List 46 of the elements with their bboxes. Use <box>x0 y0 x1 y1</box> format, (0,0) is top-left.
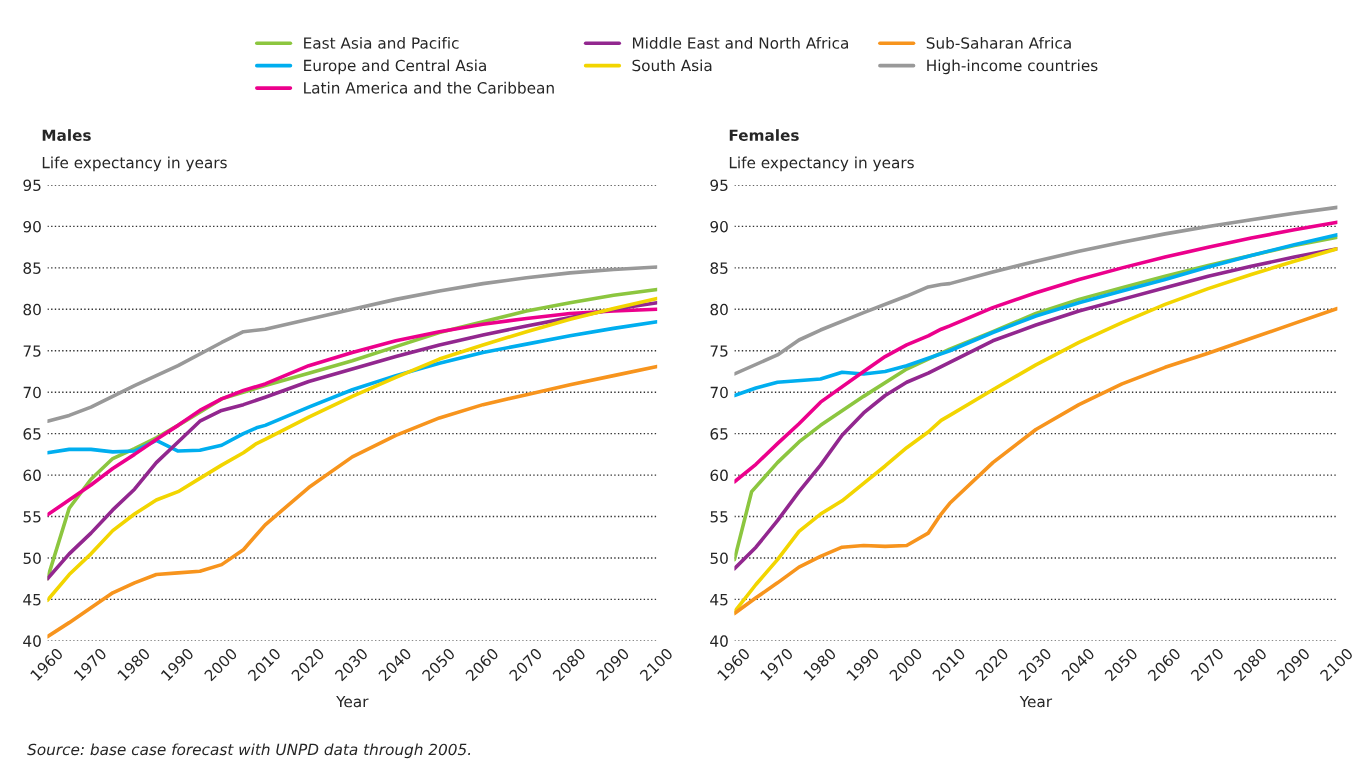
y-tick-label: 65 <box>710 428 728 440</box>
y-tick-label: 95 <box>23 179 41 192</box>
line-series <box>47 364 658 639</box>
y-tick-label: 80 <box>23 303 41 316</box>
line-series <box>734 220 1338 484</box>
legend-label: East Asia and Pacific <box>304 36 459 49</box>
line-series <box>47 319 658 455</box>
y-axis-title: Life expectancy in years <box>42 156 227 172</box>
chart-title: Females <box>729 129 799 141</box>
legend-label: Europe and Central Asia <box>304 59 486 75</box>
chart-title: Males <box>42 129 91 141</box>
y-tick-label: 85 <box>710 262 728 274</box>
y-tick-label: 55 <box>710 511 728 523</box>
y-tick-label: 50 <box>710 552 728 565</box>
y-tick-label: 85 <box>23 262 41 274</box>
line-series <box>734 205 1338 376</box>
y-tick-label: 90 <box>710 220 728 233</box>
y-tick-label: 50 <box>23 552 41 565</box>
legend-label: Sub-Saharan Africa <box>926 36 1071 49</box>
line-series <box>47 265 658 424</box>
line-series <box>47 307 658 517</box>
y-tick-label: 75 <box>710 345 728 357</box>
legend-label: South Asia <box>632 59 712 72</box>
legend-label: High-income countries <box>927 59 1098 75</box>
y-tick-label: 75 <box>23 345 41 357</box>
x-axis-title: Year <box>1019 695 1053 708</box>
line-series <box>734 232 1338 398</box>
y-axis-title: Life expectancy in years <box>729 156 914 172</box>
y-tick-label: 95 <box>710 179 728 192</box>
y-tick-label: 80 <box>710 303 728 316</box>
y-tick-label: 70 <box>710 386 728 399</box>
y-tick-label: 70 <box>23 386 41 399</box>
y-tick-label: 60 <box>23 469 41 482</box>
source-note: Source: base case forecast with UNPD data through 2005. <box>27 743 471 759</box>
y-tick-label: 60 <box>710 469 728 482</box>
y-tick-label: 40 <box>710 635 728 647</box>
y-tick-label: 55 <box>23 511 41 523</box>
y-tick-label: 45 <box>710 594 728 606</box>
y-tick-label: 45 <box>23 594 41 606</box>
legend-label: Latin America and the Caribbean <box>304 81 554 94</box>
x-axis-title: Year <box>336 695 369 708</box>
legend-label: Middle East and North Africa <box>632 36 848 49</box>
y-tick-label: 90 <box>23 220 41 233</box>
y-tick-label: 40 <box>23 635 41 647</box>
y-tick-label: 65 <box>23 428 41 440</box>
line-series <box>734 306 1338 616</box>
